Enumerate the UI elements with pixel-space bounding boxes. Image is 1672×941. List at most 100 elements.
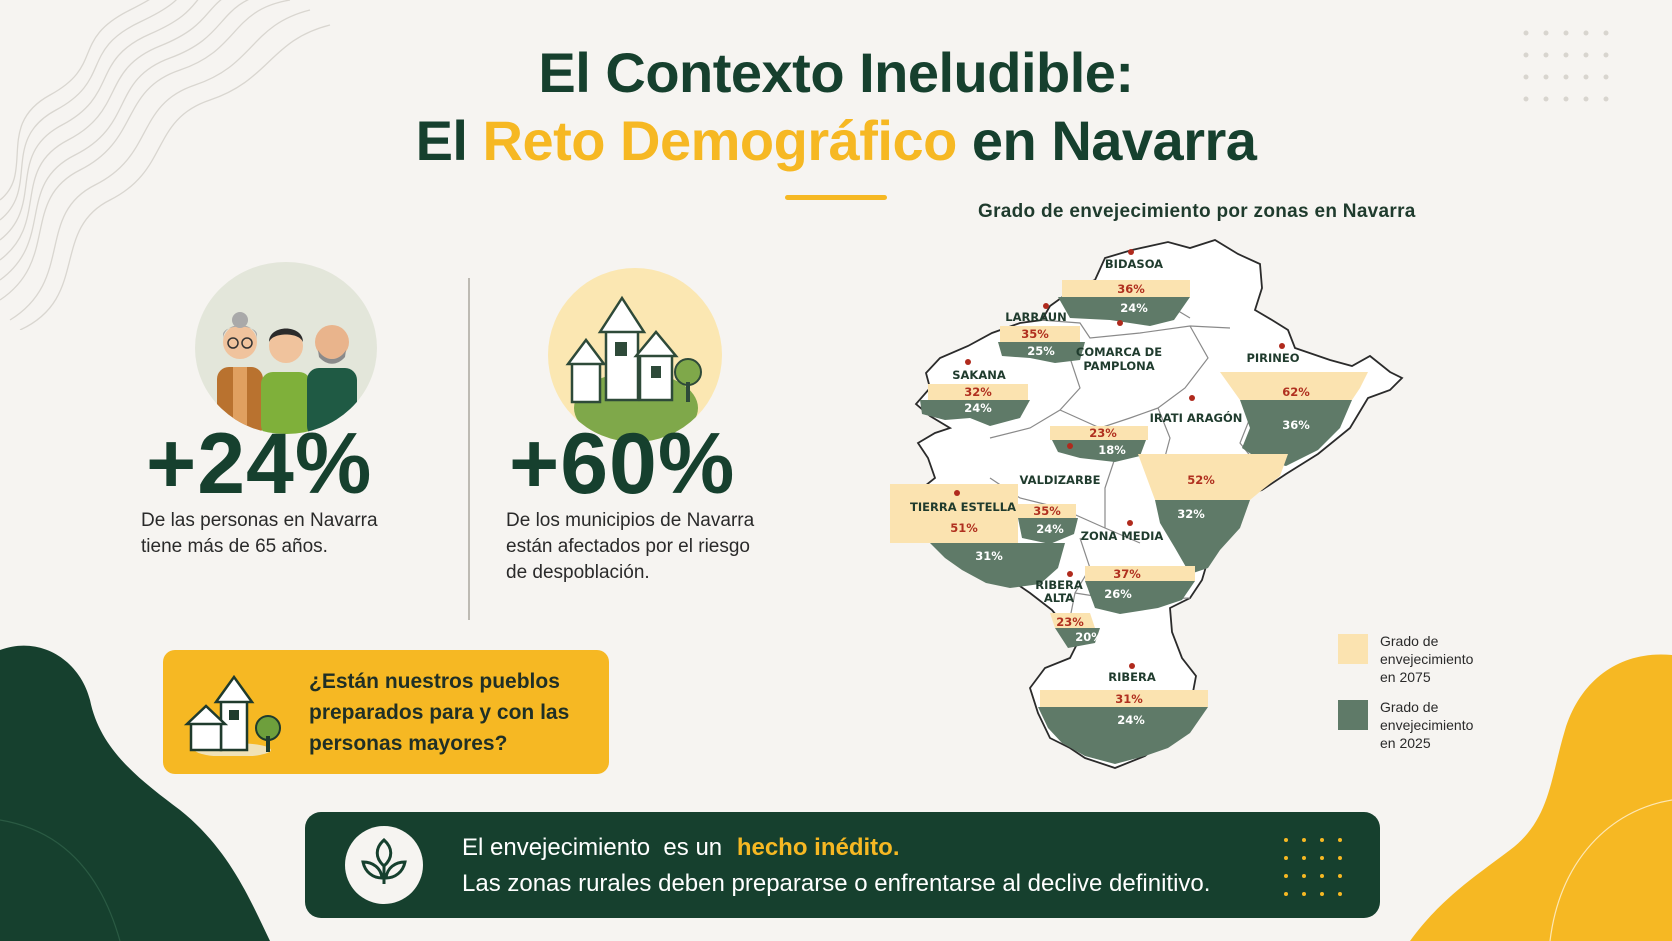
zone-2075-riberaalta: 23%: [1056, 615, 1084, 629]
zone-2025-valdizarbe: 24%: [1036, 522, 1064, 536]
zone-2025-irati: 32%: [1177, 507, 1205, 521]
band-2025-zonamedia: [1085, 581, 1195, 614]
stat-value-1: +24%: [146, 416, 373, 512]
band-2075-zonamedia: [1085, 566, 1195, 581]
conclusion-line-1: El envejecimiento es un hecho inédito.: [462, 830, 1210, 866]
title-accent: Reto Demográfico: [482, 109, 958, 172]
legend-item-2025: Grado de envejecimiento en 2025: [1338, 699, 1474, 752]
legend-2075-line-1: Grado de: [1380, 633, 1439, 649]
title-underline: [785, 195, 887, 200]
stat-description-2-line-1: De los municipios de Navarra: [506, 510, 755, 531]
title-suffix: en Navarra: [971, 109, 1257, 172]
zone-2075-estella: 51%: [950, 521, 978, 535]
conclusion-highlight: hecho inédito.: [736, 834, 900, 861]
zone-2075-irati: 52%: [1187, 473, 1215, 487]
stat-value-2: +60%: [509, 416, 736, 512]
band-2025-pirineo: [1240, 400, 1352, 466]
band-2075-ribera: [1040, 690, 1208, 707]
band-2075-sakana: [928, 384, 1028, 400]
band-2025-valdizarbe: [1018, 518, 1078, 544]
zone-2075-valdizarbe: 35%: [1033, 504, 1061, 518]
zone-2075-sakana: 32%: [964, 385, 992, 399]
zone-label-valdizarbe: VALDIZARBE: [1020, 473, 1101, 487]
zone-2025-zonamedia: 26%: [1104, 587, 1132, 601]
legend-2075-line-2: envejecimiento: [1380, 651, 1474, 667]
zone-2075-ribera: 31%: [1115, 692, 1143, 706]
legend-swatch-2025: [1338, 700, 1368, 730]
zone-2075-larraun: 35%: [1021, 327, 1049, 341]
stat-description-2: De los municipios de Navarra están afect…: [506, 508, 754, 586]
zone-2075-bidasoa: 36%: [1117, 282, 1145, 296]
navarra-map: BIDASOA 36% 24% LARRAUN 35% 25% COMARCA …: [890, 239, 1404, 769]
band-2025-irati: [1155, 500, 1250, 574]
title-line-1: El Contexto Ineludible:: [538, 41, 1134, 104]
band-2025-ribera: [1038, 707, 1208, 764]
zone-label-riberaalta-1: RIBERA: [1035, 578, 1083, 592]
conclusion-banner: El envejecimiento es un hecho inédito. L…: [305, 812, 1380, 918]
house-icon: [183, 674, 281, 756]
legend-2025-line-1: Grado de: [1380, 699, 1439, 715]
stat-description-2-line-2: están afectados por el riesgo: [506, 536, 750, 557]
zone-label-pamplona-2: PAMPLONA: [1083, 359, 1154, 373]
band-2025-riberaalta: [1055, 628, 1100, 648]
zone-2075-pirineo: 62%: [1282, 385, 1310, 399]
zone-label-pamplona-1: COMARCA DE: [1076, 345, 1162, 359]
band-2075-valdizarbe: [1018, 504, 1076, 518]
question-text: ¿Están nuestros pueblos preparados para …: [309, 666, 569, 759]
zone-2025-estella: 31%: [975, 549, 1003, 563]
stat-description-1-line-1: De las personas en Navarra: [141, 510, 378, 531]
zone-label-zonamedia: ZONA MEDIA: [1081, 529, 1164, 543]
village-icon: [548, 268, 722, 442]
band-2075-pirineo: [1220, 372, 1368, 400]
zone-label-ribera: RIBERA: [1108, 670, 1156, 684]
people-icon: [195, 262, 377, 434]
zone-2025-larraun: 25%: [1027, 344, 1055, 358]
zone-2025-riberaalta: 20%: [1075, 630, 1103, 644]
question-line-1: ¿Están nuestros pueblos: [309, 670, 560, 693]
stat-description-1: De las personas en Navarra tiene más de …: [141, 508, 378, 560]
zone-label-bidasoa: BIDASOA: [1105, 257, 1163, 271]
band-2075-riberaalta: [1050, 613, 1095, 628]
zone-label-irati: IRATI ARAGÓN: [1150, 410, 1243, 425]
banner-dots-decoration: [1284, 838, 1342, 896]
legend-swatch-2075: [1338, 634, 1368, 664]
dot-grid-decoration: [1523, 30, 1609, 102]
zone-label-estella: TIERRA ESTELLA: [910, 500, 1016, 514]
band-2075-pamplona: [1050, 426, 1148, 440]
zone-2025-bidasoa: 24%: [1120, 301, 1148, 315]
zone-label-pirineo: PIRINEO: [1246, 351, 1299, 365]
band-2025-bidasoa: [1058, 297, 1190, 326]
map-legend: Grado de envejecimiento en 2075 Grado de…: [1338, 633, 1474, 752]
conclusion-line-2: Las zonas rurales deben prepararse o enf…: [462, 870, 1211, 897]
zone-2025-sakana: 24%: [964, 401, 992, 415]
legend-2025-line-3: en 2025: [1380, 735, 1431, 751]
band-2075-irati: [1138, 454, 1288, 500]
band-2025-estella: [930, 543, 1065, 588]
band-2025-sakana: [920, 400, 1030, 426]
stat-description-2-line-3: de despoblación.: [506, 562, 650, 583]
map-title: Grado de envejecimiento por zonas en Nav…: [978, 201, 1416, 222]
question-line-2: preparados para y con las: [309, 701, 570, 724]
conclusion-prefix: El envejecimiento es un: [462, 834, 723, 861]
band-2075-bidasoa: [1062, 280, 1190, 297]
legend-2075-line-3: en 2075: [1380, 669, 1431, 685]
stat-description-1-line-2: tiene más de 65 años.: [141, 536, 328, 557]
wave-lines-decoration: [0, 0, 331, 330]
band-2025-larraun: [998, 342, 1085, 363]
title-prefix: El: [415, 109, 468, 172]
zone-label-riberaalta-2: ALTA: [1044, 591, 1074, 605]
zone-2075-zonamedia: 37%: [1113, 567, 1141, 581]
band-2025-pamplona: [1052, 440, 1146, 462]
conclusion-text: El envejecimiento es un hecho inédito. L…: [462, 830, 1210, 902]
leaf-icon: [345, 826, 423, 904]
green-blob-decoration: [0, 645, 270, 941]
question-line-3: personas mayores?: [309, 732, 508, 755]
title-line-2: El Reto Demográfico en Navarra: [0, 108, 1672, 174]
zone-label-sakana: SAKANA: [952, 368, 1006, 382]
stat-divider: [468, 278, 470, 620]
zone-2025-ribera: 24%: [1117, 713, 1145, 727]
zone-label-larraun: LARRAUN: [1005, 310, 1066, 324]
legend-item-2075: Grado de envejecimiento en 2075: [1338, 633, 1474, 686]
legend-2025-line-2: envejecimiento: [1380, 717, 1474, 733]
